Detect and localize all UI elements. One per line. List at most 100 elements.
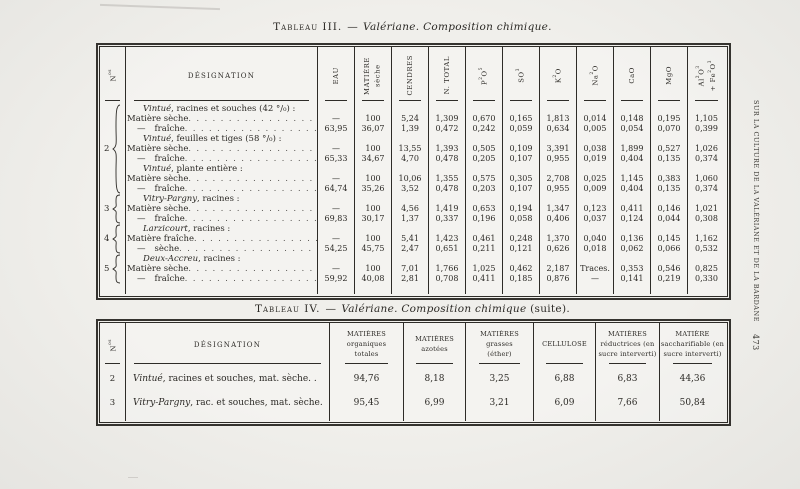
- dot-leader: [185, 184, 317, 194]
- group-brace: 4: [100, 224, 126, 254]
- value-cell: 100: [355, 234, 392, 244]
- value-cell: 0,575: [466, 174, 503, 184]
- group-number: 3: [104, 204, 110, 214]
- tableau4-title-label: Tableau IV.: [255, 303, 321, 315]
- value-cell: [577, 104, 614, 114]
- designation-cell: Deux-Accreu, racines :: [126, 254, 318, 264]
- row-label: sèche: [154, 244, 180, 254]
- value-cell: 0,066: [651, 244, 688, 254]
- value-cell: 44,36: [679, 374, 706, 384]
- tableau4-title-italic: Valériane. Composition chimique: [341, 303, 527, 315]
- value-cell: [392, 104, 429, 114]
- value-cell: 3,391: [540, 144, 577, 154]
- value-cell: [614, 254, 651, 264]
- col-header: EAU: [318, 47, 355, 104]
- no-cell: [100, 114, 126, 124]
- group-name: Vitry-Pargny: [143, 194, 198, 204]
- value-cell: —: [318, 264, 355, 274]
- value-cell: 0,037: [577, 214, 614, 224]
- value-cell: [651, 134, 688, 144]
- value-cell: 36,07: [355, 124, 392, 134]
- value-cell: [392, 284, 429, 294]
- value-cell: 0,411: [466, 274, 503, 284]
- value-cell: [355, 194, 392, 204]
- no-cell: [100, 154, 126, 164]
- value-cell: 50,84: [679, 398, 706, 408]
- row-rest: , racines et souches, mat. sèche. .: [162, 374, 317, 384]
- value-cell: 1,145: [614, 174, 651, 184]
- value-cell: 0,670: [466, 114, 503, 124]
- row-label: fraîche: [154, 274, 185, 284]
- designation-cell: — fraîche: [126, 214, 318, 224]
- value-cell: 0,135: [651, 184, 688, 194]
- group-number: 5: [104, 264, 110, 274]
- value-cell: [651, 194, 688, 204]
- row-label-line: Matière sèche: [126, 264, 317, 274]
- value-cell: [355, 164, 392, 174]
- row-label-line: Matière sèche: [126, 174, 317, 184]
- no-header-label: Nos: [106, 338, 117, 352]
- col-header-label: CELLULOSE: [542, 340, 587, 349]
- value-cell: 0,195: [651, 114, 688, 124]
- value-cell: [651, 104, 688, 114]
- value-cell: 40,08: [355, 274, 392, 284]
- value-cell: 0,038: [577, 144, 614, 154]
- group-heading-rest: , racines et souches (42 °/₀) :: [171, 104, 296, 114]
- col-header: CELLULOSE: [534, 323, 596, 367]
- value-cell: [466, 164, 503, 174]
- value-cell: 6,88: [534, 367, 596, 391]
- col-header-label: SO3: [515, 68, 526, 83]
- spacer-cell: [660, 415, 725, 421]
- value-cell: [429, 164, 466, 174]
- value-cell: 0,308: [695, 214, 718, 223]
- value-cell: 1,37: [392, 214, 429, 224]
- value-cell: [577, 164, 614, 174]
- value-cell: 100: [355, 204, 392, 214]
- value-cell: 6,09: [534, 391, 596, 415]
- no-cell: [100, 244, 126, 254]
- value-cell: 13,55: [392, 144, 429, 154]
- value-cell: 1,309: [429, 114, 466, 124]
- group-heading-rest: , racines :: [198, 254, 241, 264]
- value-cell: 8,18: [404, 367, 466, 391]
- value-cell: [392, 134, 429, 144]
- row-label-line: Matière sèche: [126, 204, 317, 214]
- value-cell: 1,419: [429, 204, 466, 214]
- no-cell: [100, 264, 126, 274]
- value-cell: 0,054: [614, 124, 651, 134]
- tableau3-header-row: Nos DÉSIGNATION EAU MATIÈRE sèche CENDRES N. T…: [100, 47, 727, 104]
- value-cell: 0,205: [466, 154, 503, 164]
- group-brace: 3: [100, 194, 126, 224]
- value-cell: 0,708: [429, 274, 466, 284]
- value-cell: 95,45: [330, 391, 404, 415]
- value-cell: 0,532: [695, 244, 718, 253]
- col-header-label: K2O: [552, 67, 563, 84]
- value-cell: [503, 254, 540, 264]
- value-cell: 1,370: [540, 234, 577, 244]
- value-cell: —: [318, 114, 355, 124]
- running-head-vertical: SUR LA CULTURE DE LA VALÉRIANE ET DE LA …: [752, 100, 760, 322]
- value-cell: 0,411: [614, 204, 651, 214]
- row-label: fraîche: [154, 214, 185, 224]
- group-name: Vintué: [143, 164, 172, 174]
- no-cell: [100, 134, 126, 144]
- tableau3-body: Vintué , racines et souches (42 °/₀) : Mat…: [100, 104, 727, 294]
- value-cell: 2,81: [392, 274, 429, 284]
- value-cell: 0,478: [429, 154, 466, 164]
- value-cell: [355, 134, 392, 144]
- value-cell: [466, 284, 503, 294]
- row-label-line: — fraîche: [126, 124, 317, 134]
- value-cell: [355, 284, 392, 294]
- designation-cell: Vintué, feuilles et tiges (58 °/₀) :: [126, 134, 318, 144]
- group-heading-rest: , racines :: [197, 194, 240, 204]
- no-cell: [100, 284, 126, 294]
- no-cell: [100, 224, 126, 234]
- value-cell: 0,124: [614, 214, 651, 224]
- value-cell: [651, 224, 688, 234]
- no-cell: [100, 274, 126, 284]
- value-cell: 0,478: [429, 184, 466, 194]
- value-cell: 0,145: [651, 234, 688, 244]
- value-cell: 69,83: [318, 214, 355, 224]
- value-cell: [688, 254, 725, 264]
- value-cell: 30,17: [355, 214, 392, 224]
